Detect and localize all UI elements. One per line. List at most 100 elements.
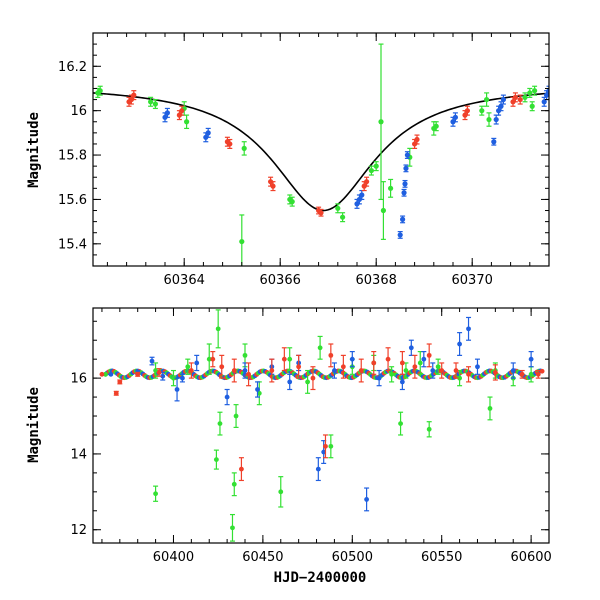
y-tick-label: 16 xyxy=(70,104,87,119)
bottom-y-axis-label: Magnitude xyxy=(26,387,42,463)
green-data-point xyxy=(368,165,374,176)
green-data-point xyxy=(529,101,535,112)
red-data-point xyxy=(318,208,324,217)
green-data-point xyxy=(103,371,108,377)
red-data-point xyxy=(466,366,472,383)
red-data-point xyxy=(328,343,334,368)
green-data-point xyxy=(229,513,235,542)
top-light-curve-panel: 60364 60366 60368 60370 15.4 15.6 15.8 16 16.2 M… xyxy=(26,32,550,288)
x-tick-label: 60368 xyxy=(356,273,397,288)
red-data-point xyxy=(296,354,302,379)
red-data-point xyxy=(131,90,137,101)
blue-data-point xyxy=(421,350,427,368)
green-data-point xyxy=(217,411,223,436)
green-data-point xyxy=(185,358,191,375)
green-data-point xyxy=(148,96,154,107)
blue-data-point xyxy=(474,358,480,375)
green-data-point xyxy=(152,98,158,110)
green-data-point xyxy=(213,449,219,470)
red-data-point xyxy=(219,354,225,379)
red-data-point xyxy=(246,362,252,387)
x-tick-label: 60364 xyxy=(164,273,205,288)
blue-data-point xyxy=(510,362,516,379)
red-data-point xyxy=(364,176,370,187)
red-data-point xyxy=(517,94,523,105)
green-data-point xyxy=(532,85,538,96)
x-tick-label: 60400 xyxy=(153,550,194,565)
green-data-point xyxy=(426,421,432,438)
x-tick-label: 60500 xyxy=(332,550,373,565)
bottom-plot-frame xyxy=(92,307,550,544)
blue-data-point xyxy=(400,215,406,224)
green-data-point xyxy=(317,335,323,360)
red-data-point xyxy=(385,347,391,372)
blue-data-point xyxy=(315,457,321,482)
red-data-point xyxy=(179,105,185,116)
blue-data-point xyxy=(500,94,506,105)
red-data-point xyxy=(310,366,316,391)
green-data-point xyxy=(389,366,395,383)
green-data-point xyxy=(289,196,295,207)
red-data-point xyxy=(99,371,105,377)
green-data-point xyxy=(233,404,239,428)
red-data-point xyxy=(135,371,141,377)
red-data-point xyxy=(238,457,244,482)
red-data-point xyxy=(322,434,328,459)
green-data-point xyxy=(487,396,493,421)
green-data-point xyxy=(340,212,346,223)
blue-data-point xyxy=(331,362,337,379)
bottom-light-curve-panel: 60400 60450 60500 60550 60600 12 14 16 Magnitud… xyxy=(26,307,552,586)
red-data-point xyxy=(358,358,364,383)
red-data-point xyxy=(113,390,119,396)
red-data-point xyxy=(176,110,182,121)
red-data-point xyxy=(464,105,470,116)
red-data-point xyxy=(227,138,233,149)
red-data-point xyxy=(269,358,275,383)
red-data-point xyxy=(156,368,162,377)
top-plot-frame xyxy=(92,32,550,267)
blue-data-point xyxy=(457,332,463,356)
green-data-point xyxy=(433,121,439,132)
y-tick-label: 12 xyxy=(70,523,87,538)
green-data-point xyxy=(231,472,237,497)
green-data-point xyxy=(398,411,404,436)
blue-data-point xyxy=(452,112,458,123)
green-data-point xyxy=(479,105,485,116)
green-data-point xyxy=(206,343,212,375)
blue-data-point xyxy=(430,362,436,379)
green-data-point xyxy=(378,43,384,201)
blue-data-point xyxy=(255,381,261,398)
baseline-point xyxy=(539,368,545,374)
red-data-point xyxy=(439,362,445,379)
y-tick-label: 15.4 xyxy=(58,237,87,252)
blue-data-point xyxy=(364,487,370,512)
green-data-point xyxy=(287,347,293,372)
y-tick-label: 16 xyxy=(70,372,87,387)
green-data-point xyxy=(153,362,159,379)
green-data-point xyxy=(522,92,528,103)
y-tick-label: 14 xyxy=(70,447,87,462)
green-data-point xyxy=(153,485,159,502)
blue-data-point xyxy=(493,114,499,125)
blue-data-point xyxy=(349,350,355,368)
blue-data-point xyxy=(179,373,185,383)
green-data-point xyxy=(435,358,441,375)
blue-data-point xyxy=(174,377,180,402)
blue-data-point xyxy=(194,354,200,372)
red-data-point xyxy=(519,369,525,379)
red-data-point xyxy=(371,350,377,375)
green-data-point xyxy=(278,476,284,508)
green-data-point xyxy=(239,214,245,266)
blue-data-point xyxy=(408,339,414,356)
blue-data-point xyxy=(528,350,534,368)
green-data-point xyxy=(241,141,247,156)
red-data-point xyxy=(535,369,541,379)
green-data-point xyxy=(305,369,311,394)
blue-data-point xyxy=(546,85,549,96)
blue-data-point xyxy=(498,101,504,112)
red-data-point xyxy=(399,350,405,375)
y-tick-label: 16.2 xyxy=(58,60,87,75)
green-data-point xyxy=(457,369,463,387)
blue-data-point xyxy=(224,388,230,406)
blue-data-point xyxy=(401,188,407,197)
